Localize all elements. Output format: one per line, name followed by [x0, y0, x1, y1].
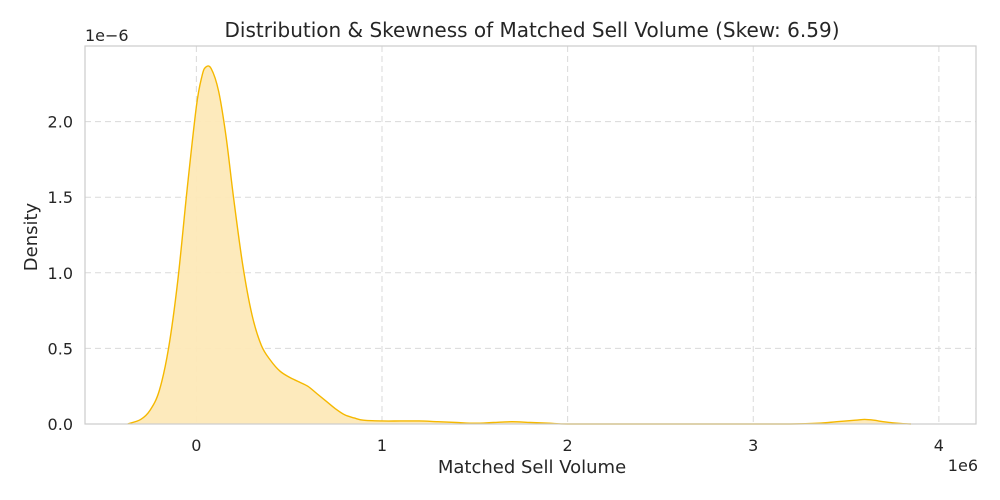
x-tick-label: 4: [934, 436, 944, 455]
plot-frame: [84, 45, 977, 425]
x-offset-label: 1e6: [948, 456, 978, 475]
x-tick-label: 2: [563, 436, 573, 455]
y-offset-label: 1e−6: [85, 26, 129, 45]
density-area-fill: [127, 65, 912, 425]
x-tick-label: 1: [377, 436, 387, 455]
x-axis-label: Matched Sell Volume: [438, 457, 626, 478]
y-tick-label: 2.0: [48, 113, 73, 132]
density-series: [127, 65, 912, 425]
chart-title: Distribution & Skewness of Matched Sell …: [225, 18, 840, 42]
x-tick-label: 0: [191, 436, 201, 455]
y-tick-label: 1.5: [48, 188, 73, 207]
x-tick-label: 3: [748, 436, 758, 455]
y-tick-label: 0.0: [48, 415, 73, 434]
y-axis-label: Density: [21, 202, 42, 271]
y-tick-label: 0.5: [48, 339, 73, 358]
y-tick-label: 1.0: [48, 264, 73, 283]
axis-ticks: 0 1 2 3 4 0.0 0.5 1.0 1.5 2.0: [48, 113, 944, 455]
